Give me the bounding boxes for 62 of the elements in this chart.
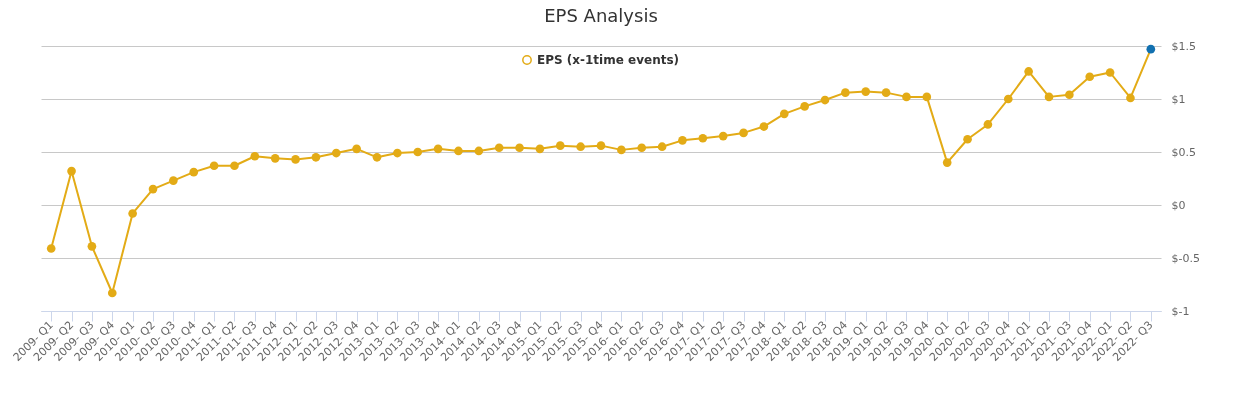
- point: [779, 109, 789, 119]
- y-tick-label: $1: [1171, 92, 1186, 106]
- point: [596, 141, 606, 150]
- point: [617, 145, 626, 155]
- y-tick-label: $0.5: [1171, 145, 1196, 159]
- point: [1065, 90, 1074, 100]
- point: [209, 161, 219, 171]
- point: [759, 122, 769, 131]
- chart-title: EPS Analysis: [544, 5, 658, 26]
- point: [454, 146, 463, 156]
- point: [1085, 72, 1095, 82]
- point: [494, 143, 504, 153]
- point: [515, 143, 524, 153]
- point: [46, 244, 56, 253]
- y-tick-label: $1.5: [1171, 39, 1196, 53]
- point: [739, 128, 748, 138]
- point: [230, 161, 239, 171]
- point: [881, 88, 891, 97]
- point: [800, 102, 809, 111]
- point: [922, 92, 932, 102]
- point: [250, 151, 260, 161]
- y-tick-label: $-1: [1171, 304, 1190, 318]
- point: [1044, 92, 1054, 102]
- point: [311, 152, 321, 162]
- point: [1003, 94, 1013, 104]
- point: [1105, 68, 1115, 77]
- point: [576, 142, 585, 152]
- point: [67, 166, 76, 176]
- point: [861, 87, 871, 96]
- point: [433, 144, 443, 154]
- point: [678, 136, 687, 145]
- point: [555, 141, 565, 150]
- point: [942, 158, 952, 167]
- point: [393, 148, 402, 158]
- point: [372, 152, 382, 162]
- point: [1024, 67, 1033, 76]
- point: [128, 209, 137, 218]
- point: [718, 131, 728, 141]
- point: [169, 176, 178, 185]
- point: [637, 143, 647, 153]
- point: [698, 133, 708, 143]
- y-tick-label: $-0.5: [1171, 251, 1200, 265]
- point: [148, 184, 158, 194]
- point: [983, 120, 993, 129]
- point: [291, 155, 300, 164]
- point: [657, 142, 667, 152]
- point: [474, 146, 484, 156]
- point: [1146, 44, 1156, 54]
- point: [841, 88, 850, 97]
- point: [413, 147, 423, 157]
- point: [963, 134, 972, 144]
- point: [535, 144, 545, 154]
- point: [189, 167, 199, 177]
- point: [107, 288, 117, 298]
- point: [87, 242, 97, 251]
- point: [902, 92, 911, 102]
- y-tick-label: $0: [1171, 198, 1186, 212]
- point: [270, 154, 280, 163]
- point: [331, 148, 341, 158]
- legend-label: EPS (x-1time events): [537, 53, 680, 67]
- point: [1126, 93, 1135, 103]
- point: [352, 144, 361, 154]
